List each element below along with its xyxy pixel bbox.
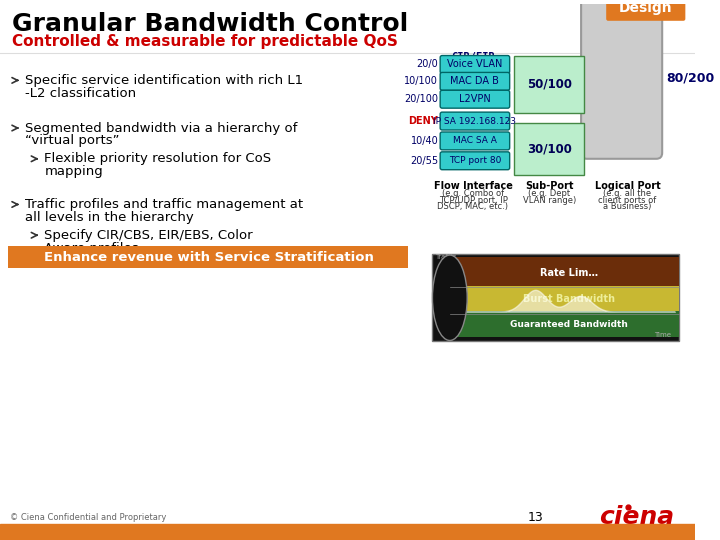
- Text: MAC SA A: MAC SA A: [453, 137, 497, 145]
- Text: ciena: ciena: [600, 505, 675, 529]
- Text: 20/0: 20/0: [416, 59, 438, 70]
- Text: 20/55: 20/55: [410, 156, 438, 166]
- Text: -L2 classification: -L2 classification: [25, 87, 136, 100]
- Text: Segmented bandwidth via a hierarchy of: Segmented bandwidth via a hierarchy of: [25, 122, 297, 134]
- Bar: [0, 524, 695, 540]
- Text: Enhance revenue with Service Stratification: Enhance revenue with Service Stratificat…: [44, 251, 374, 264]
- Text: Controlled & measurable for predictable QoS: Controlled & measurable for predictable …: [12, 34, 397, 49]
- Text: Sub-Port: Sub-Port: [525, 180, 574, 191]
- Bar: [450, 257, 678, 287]
- FancyBboxPatch shape: [440, 90, 510, 108]
- FancyBboxPatch shape: [440, 152, 510, 170]
- Text: (e.g. Dept: (e.g. Dept: [528, 188, 570, 198]
- Text: DENY: DENY: [408, 116, 438, 126]
- Bar: [450, 310, 678, 338]
- FancyBboxPatch shape: [581, 0, 662, 159]
- Text: 30/100: 30/100: [527, 143, 572, 156]
- Text: Burst Bandwidth: Burst Bandwidth: [523, 294, 615, 304]
- Text: Traffic: Traffic: [436, 254, 456, 260]
- Text: TCP port 80: TCP port 80: [449, 156, 501, 165]
- Text: Flow Interface: Flow Interface: [433, 180, 513, 191]
- Text: Flexible priority resolution for CoS: Flexible priority resolution for CoS: [45, 152, 271, 165]
- Text: 10/100: 10/100: [405, 76, 438, 86]
- Text: Granular Bandwidth Control: Granular Bandwidth Control: [12, 12, 408, 36]
- Text: Voice VLAN: Voice VLAN: [447, 59, 503, 70]
- Text: L2VPN: L2VPN: [459, 94, 491, 104]
- Text: 13: 13: [528, 511, 544, 524]
- FancyBboxPatch shape: [440, 112, 510, 130]
- Bar: [515, 123, 584, 174]
- Text: 20/100: 20/100: [404, 94, 438, 104]
- Text: DSCP, MAC, etc.): DSCP, MAC, etc.): [438, 202, 508, 212]
- Bar: [515, 56, 584, 113]
- Text: Rate Lim…: Rate Lim…: [540, 268, 598, 278]
- Text: mapping: mapping: [45, 165, 103, 178]
- Text: MAC DA B: MAC DA B: [451, 76, 500, 86]
- Bar: [433, 254, 678, 341]
- Text: all levels in the hierarchy: all levels in the hierarchy: [25, 211, 194, 224]
- Text: Specific service identification with rich L1: Specific service identification with ric…: [25, 74, 303, 87]
- Text: Design: Design: [619, 1, 672, 15]
- Bar: [450, 286, 678, 312]
- Text: Aware profiles: Aware profiles: [45, 241, 139, 255]
- Text: IP SA 192.168.123: IP SA 192.168.123: [433, 117, 516, 126]
- Text: 10/40: 10/40: [410, 136, 438, 146]
- FancyBboxPatch shape: [440, 132, 510, 150]
- Text: 80/200: 80/200: [666, 72, 714, 85]
- FancyBboxPatch shape: [440, 72, 510, 90]
- Text: Traffic profiles and traffic management at: Traffic profiles and traffic management …: [25, 198, 303, 211]
- Text: (e.g. Combo of: (e.g. Combo of: [442, 188, 504, 198]
- FancyBboxPatch shape: [606, 0, 685, 21]
- FancyBboxPatch shape: [440, 56, 510, 73]
- Text: 50/100: 50/100: [527, 78, 572, 91]
- Text: client ports of: client ports of: [598, 195, 657, 205]
- Text: 20 Mbps: 20 Mbps: [436, 284, 465, 290]
- Text: Guaranteed Bandwidth: Guaranteed Bandwidth: [510, 320, 628, 329]
- Text: (e.g. all the: (e.g. all the: [603, 188, 652, 198]
- Bar: [8, 246, 408, 268]
- Text: © Ciena Confidential and Proprietary: © Ciena Confidential and Proprietary: [9, 512, 166, 522]
- Text: Specify CIR/CBS, EIR/EBS, Color: Specify CIR/CBS, EIR/EBS, Color: [45, 229, 253, 242]
- Text: Time: Time: [654, 333, 671, 339]
- Text: Logical Port: Logical Port: [595, 180, 660, 191]
- Ellipse shape: [433, 255, 467, 340]
- Text: a Business): a Business): [603, 202, 652, 212]
- Text: “virtual ports”: “virtual ports”: [25, 134, 120, 147]
- Text: TCP/UDP port, IP: TCP/UDP port, IP: [438, 195, 508, 205]
- Text: VLAN range): VLAN range): [523, 195, 576, 205]
- Text: CIR/EIR: CIR/EIR: [451, 51, 495, 62]
- Text: 0 Mbps: 0 Mbps: [436, 310, 461, 316]
